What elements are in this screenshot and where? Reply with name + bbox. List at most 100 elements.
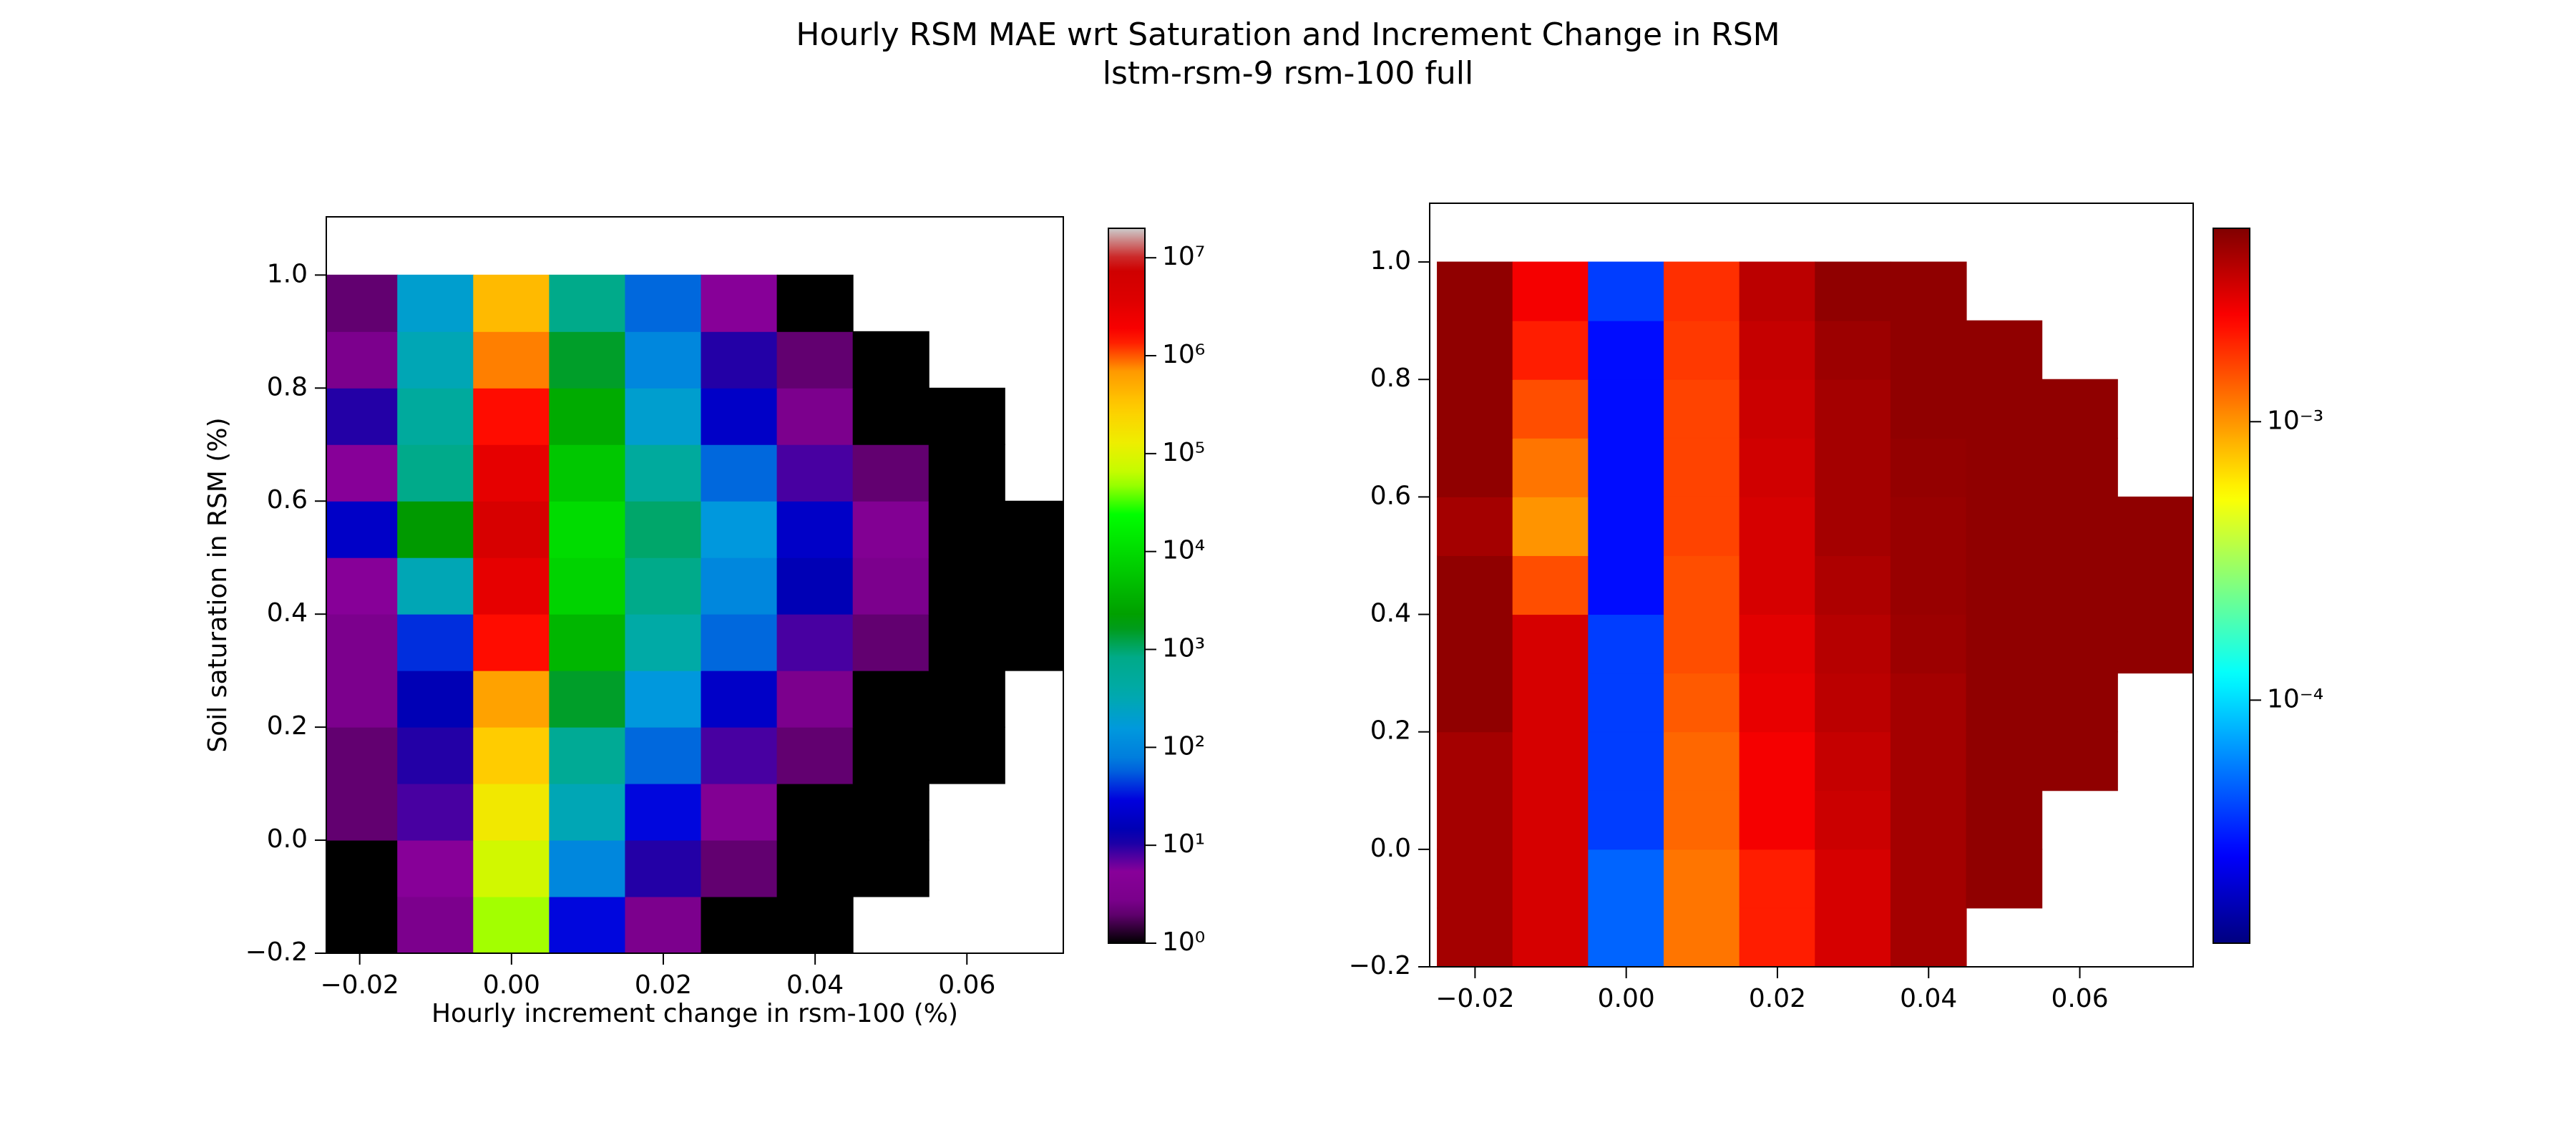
heatmap-cell [2041,437,2118,497]
heatmap-cell [1588,379,1664,439]
heatmap-cell [2117,614,2193,674]
heatmap-cell [1739,379,1816,439]
heatmap-cell [852,726,930,784]
heatmap-cell [852,557,930,615]
heatmap-cell [326,783,399,841]
heatmap-cell [625,613,702,671]
heatmap-cell [625,839,702,897]
heatmap-cell [326,670,399,728]
heatmap-cell [1437,907,1513,967]
y-tick-label: 0.0 [267,824,308,854]
heatmap-cell [1512,731,1589,791]
colorbar-tick-label: 10⁰ [1162,927,1205,957]
heatmap-cell [1588,731,1664,791]
heatmap-cell [1739,790,1816,850]
y-tick-label: −0.2 [1349,951,1411,980]
heatmap-cell [852,500,930,558]
heatmap-cell [625,783,702,841]
heatmap-cell [1890,437,1967,497]
heatmap-cell [1512,849,1589,909]
heatmap-cell [701,613,778,671]
colorbar-tick-label: 10¹ [1162,829,1205,859]
heatmap-cell [549,670,626,728]
heatmap-cell [1966,790,2043,850]
colorbar-tick-label: 10³ [1162,634,1205,663]
colorbar-tick-label: 10⁻³ [2267,406,2323,435]
heatmap-cell [928,557,1005,615]
x-tick-label: 0.04 [1900,984,1957,1013]
heatmap-cell [1739,614,1816,674]
heatmap-cell [1739,673,1816,733]
y-tick-label: 0.4 [267,598,308,628]
heatmap-cell [397,783,474,841]
heatmap-cell [1588,907,1664,967]
heatmap-cell [928,444,1005,502]
heatmap-cell [1663,261,1740,321]
heatmap-cell [852,444,930,502]
heatmap-cell [852,670,930,728]
heatmap-cell [1739,849,1816,909]
heatmap-cell [397,387,474,445]
heatmap-cell [549,387,626,445]
figure-title: Hourly RSM MAE wrt Saturation and Increm… [796,16,1780,53]
y-tick-label: 0.0 [1370,834,1411,863]
heatmap-cell [625,500,702,558]
heatmap-cell [326,331,399,389]
heatmap-cell [473,500,550,558]
heatmap-cell [1890,379,1967,439]
heatmap-cell [1437,731,1513,791]
heatmap-cell [776,726,854,784]
heatmap-cell [397,444,474,502]
colorbar-tick-label: 10⁻⁴ [2267,684,2323,713]
heatmap-cell [1588,849,1664,909]
heatmap-cell [776,387,854,445]
heatmap-cell [549,444,626,502]
heatmap-cell [1966,673,2043,733]
heatmap-cell [326,726,399,784]
y-tick-label: 0.6 [1370,481,1411,510]
heatmap-cell [1663,437,1740,497]
heatmap-cell [1815,320,1891,380]
heatmap-cell [1815,555,1891,615]
heatmap-cell [776,274,854,332]
heatmap-cell [473,726,550,784]
heatmap-cell [1815,907,1891,967]
x-tick-label: 0.00 [483,970,540,1000]
heatmap-cell [2041,614,2118,674]
heatmap-cell [701,444,778,502]
heatmap-cell [1004,500,1063,558]
heatmap-cell [852,613,930,671]
heatmap-cell [776,613,854,671]
heatmap-cell [1512,437,1589,497]
heatmap-cell [397,331,474,389]
heatmap-cell [549,557,626,615]
heatmap-cell [928,387,1005,445]
heatmap-cell [1437,790,1513,850]
heatmap-cell [1815,379,1891,439]
heatmap-cell [701,331,778,389]
heatmap-cell [2041,379,2118,439]
heatmap-cell [701,670,778,728]
y-tick-label: 0.8 [1370,364,1411,393]
heatmap-cell [1815,673,1891,733]
heatmap-cell [473,444,550,502]
x-tick-label: 0.02 [635,970,692,1000]
heatmap-cell [1437,673,1513,733]
heatmap-cell [1890,790,1967,850]
heatmap-cell [625,274,702,332]
heatmap-cell [852,331,930,389]
heatmap-cell [397,896,474,953]
heatmap-cell [473,783,550,841]
heatmap-cell [1588,790,1664,850]
heatmap-cell [1890,614,1967,674]
heatmap-cell [2117,555,2193,615]
heatmap-cell [1966,379,2043,439]
heatmap-cell [1512,555,1589,615]
heatmap-cell [701,387,778,445]
heatmap-cell [473,839,550,897]
heatmap-cell [326,613,399,671]
heatmap-cell [625,726,702,784]
heatmap-cell [1588,614,1664,674]
heatmap-cell [625,387,702,445]
